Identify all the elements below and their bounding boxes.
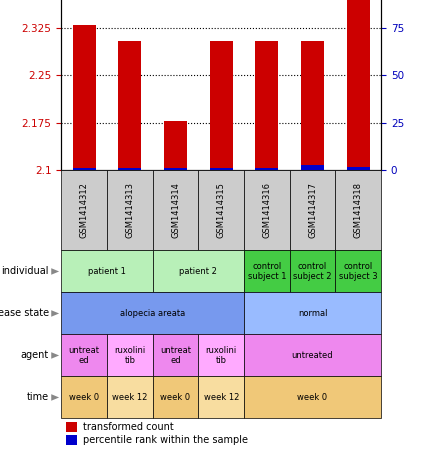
Bar bbox=[255, 168, 278, 170]
Text: GSM1414317: GSM1414317 bbox=[308, 183, 317, 238]
Text: untreated: untreated bbox=[292, 351, 333, 360]
Text: normal: normal bbox=[298, 309, 327, 318]
Text: untreat
ed: untreat ed bbox=[69, 346, 100, 365]
Bar bbox=[210, 168, 233, 170]
Text: patient 1: patient 1 bbox=[88, 267, 126, 276]
Text: percentile rank within the sample: percentile rank within the sample bbox=[83, 435, 248, 445]
Bar bbox=[73, 168, 95, 170]
Text: week 12: week 12 bbox=[204, 393, 239, 402]
Text: GSM1414316: GSM1414316 bbox=[262, 183, 272, 238]
Bar bbox=[347, 0, 370, 170]
Bar bbox=[255, 41, 278, 170]
Text: ruxolini
tib: ruxolini tib bbox=[114, 346, 145, 365]
Text: disease state: disease state bbox=[0, 308, 49, 318]
Text: week 0: week 0 bbox=[297, 393, 328, 402]
Text: individual: individual bbox=[2, 266, 49, 276]
Text: alopecia areata: alopecia areata bbox=[120, 309, 185, 318]
Bar bbox=[210, 41, 233, 170]
Text: control
subject 2: control subject 2 bbox=[293, 262, 332, 281]
Text: week 0: week 0 bbox=[160, 393, 191, 402]
Text: time: time bbox=[27, 392, 49, 402]
Text: ruxolini
tib: ruxolini tib bbox=[205, 346, 237, 365]
Text: GSM1414318: GSM1414318 bbox=[354, 183, 363, 238]
Bar bbox=[347, 167, 370, 170]
Text: untreat
ed: untreat ed bbox=[160, 346, 191, 365]
Bar bbox=[118, 41, 141, 170]
Bar bbox=[301, 41, 324, 170]
Text: control
subject 3: control subject 3 bbox=[339, 262, 378, 281]
Text: week 0: week 0 bbox=[69, 393, 99, 402]
Bar bbox=[164, 121, 187, 170]
Text: GSM1414314: GSM1414314 bbox=[171, 183, 180, 238]
Bar bbox=[73, 25, 95, 170]
Text: control
subject 1: control subject 1 bbox=[247, 262, 286, 281]
Text: patient 2: patient 2 bbox=[180, 267, 217, 276]
Bar bbox=[118, 168, 141, 170]
Text: transformed count: transformed count bbox=[83, 422, 174, 432]
Bar bbox=[164, 168, 187, 170]
Text: GSM1414312: GSM1414312 bbox=[80, 183, 88, 238]
Bar bbox=[301, 165, 324, 170]
Text: week 12: week 12 bbox=[112, 393, 148, 402]
Text: GSM1414315: GSM1414315 bbox=[217, 183, 226, 238]
Text: GSM1414313: GSM1414313 bbox=[125, 183, 134, 238]
Text: agent: agent bbox=[21, 351, 49, 361]
